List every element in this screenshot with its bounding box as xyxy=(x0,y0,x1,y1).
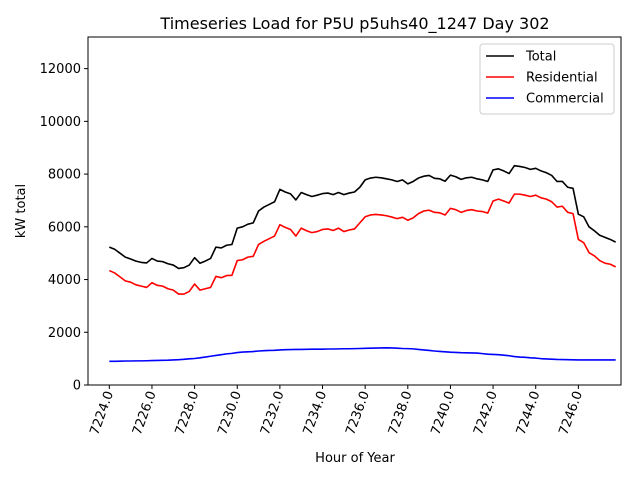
series-line-total xyxy=(109,164,617,270)
chart-title: Timeseries Load for P5U p5uhs40_1247 Day… xyxy=(159,14,549,34)
y-tick-label: 12000 xyxy=(40,62,81,77)
y-axis: 0 2000 4000 6000 8000 10000 12000 xyxy=(40,62,88,394)
series-line-residential xyxy=(108,193,617,295)
y-tick-label: 8000 xyxy=(48,168,81,183)
y-tick-label: 6000 xyxy=(48,220,81,235)
plot-frame xyxy=(87,36,622,386)
y-tick-label: 10000 xyxy=(40,115,81,130)
series-layer xyxy=(108,164,617,363)
x-axis-label: Hour of Year xyxy=(315,451,395,466)
series-line-commercial xyxy=(109,347,616,363)
legend: Total Residential Commercial xyxy=(479,43,615,115)
legend-label-residential: Residential xyxy=(526,71,598,86)
y-axis-label: kW total xyxy=(14,184,29,238)
y-tick-label: 2000 xyxy=(48,326,81,341)
legend-box xyxy=(479,43,615,115)
y-tick-label: 0 xyxy=(73,379,81,394)
y-tick-label: 4000 xyxy=(48,273,81,288)
legend-label-commercial: Commercial xyxy=(526,92,604,107)
legend-label-total: Total xyxy=(525,50,556,65)
